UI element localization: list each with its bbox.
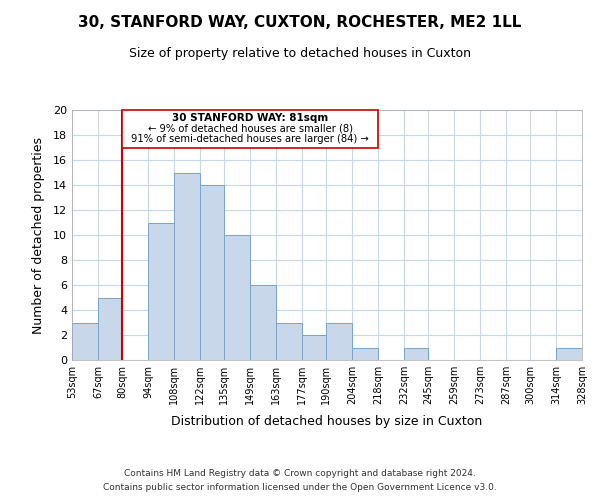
Bar xyxy=(276,322,302,360)
FancyBboxPatch shape xyxy=(122,110,378,148)
Text: 30 STANFORD WAY: 81sqm: 30 STANFORD WAY: 81sqm xyxy=(172,113,328,123)
Bar xyxy=(556,348,582,360)
Text: 30, STANFORD WAY, CUXTON, ROCHESTER, ME2 1LL: 30, STANFORD WAY, CUXTON, ROCHESTER, ME2… xyxy=(79,15,521,30)
Y-axis label: Number of detached properties: Number of detached properties xyxy=(32,136,44,334)
Bar xyxy=(174,172,200,360)
Text: ← 9% of detached houses are smaller (8): ← 9% of detached houses are smaller (8) xyxy=(148,123,353,133)
Bar xyxy=(98,298,122,360)
Bar xyxy=(200,185,224,360)
Bar xyxy=(72,322,98,360)
Bar xyxy=(224,235,250,360)
Text: Contains public sector information licensed under the Open Government Licence v3: Contains public sector information licen… xyxy=(103,484,497,492)
Bar xyxy=(302,335,326,360)
Text: Size of property relative to detached houses in Cuxton: Size of property relative to detached ho… xyxy=(129,48,471,60)
Text: 91% of semi-detached houses are larger (84) →: 91% of semi-detached houses are larger (… xyxy=(131,134,369,144)
X-axis label: Distribution of detached houses by size in Cuxton: Distribution of detached houses by size … xyxy=(172,416,482,428)
Bar xyxy=(352,348,378,360)
Bar xyxy=(404,348,428,360)
Text: Contains HM Land Registry data © Crown copyright and database right 2024.: Contains HM Land Registry data © Crown c… xyxy=(124,468,476,477)
Bar xyxy=(326,322,352,360)
Bar xyxy=(148,222,174,360)
Bar xyxy=(250,285,276,360)
